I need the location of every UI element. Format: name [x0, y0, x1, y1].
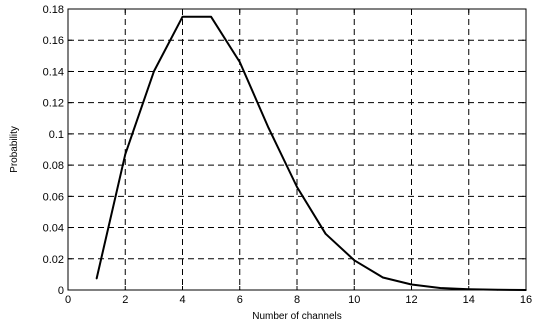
y-tick-label: 0.08 [43, 160, 64, 172]
x-tick-label: 16 [520, 294, 532, 306]
y-tick-label: 0.04 [43, 223, 64, 235]
data-point [210, 16, 212, 18]
data-point [439, 287, 441, 289]
series-layer [95, 15, 527, 291]
x-tick-label: 12 [405, 294, 417, 306]
data-point [525, 289, 527, 291]
data-point [124, 153, 127, 155]
series-line [95, 15, 527, 291]
y-tick-label: 0.02 [43, 254, 64, 266]
y-tick-label: 0.12 [43, 98, 64, 110]
data-point [95, 277, 98, 280]
data-point [267, 126, 270, 129]
y-axis-title: Probability [9, 126, 20, 173]
data-point [324, 233, 327, 235]
x-tick-label: 10 [348, 294, 360, 306]
y-tick-label: 0.06 [43, 191, 64, 203]
x-tick-label: 0 [65, 294, 71, 306]
data-point [410, 283, 413, 286]
data-point [181, 16, 184, 18]
y-tick-label: 0.18 [43, 4, 64, 16]
y-tick-label: 0.16 [43, 35, 64, 47]
data-point [382, 276, 384, 279]
x-tick-label: 6 [237, 294, 243, 306]
x-tick-label: 4 [179, 294, 185, 306]
x-tick-label: 2 [122, 294, 128, 306]
y-tick-label: 0 [58, 285, 64, 297]
tick-labels: 0 2 4 6 8 10 12 14 16 0 0.02 0.04 0.06 0.08 0.1 0.12 0.1… [43, 4, 533, 306]
y-tick-label: 0.14 [43, 66, 64, 78]
data-point [296, 186, 298, 188]
y-tick-label: 0.1 [49, 129, 64, 141]
data-point [353, 259, 356, 262]
data-point [467, 288, 470, 291]
x-tick-label: 14 [463, 294, 475, 306]
data-point [238, 61, 241, 63]
grid-lines [68, 9, 526, 290]
x-axis-title: Number of channels [252, 311, 342, 322]
data-point [496, 289, 499, 291]
data-point [153, 70, 155, 73]
x-tick-label: 8 [294, 294, 300, 306]
